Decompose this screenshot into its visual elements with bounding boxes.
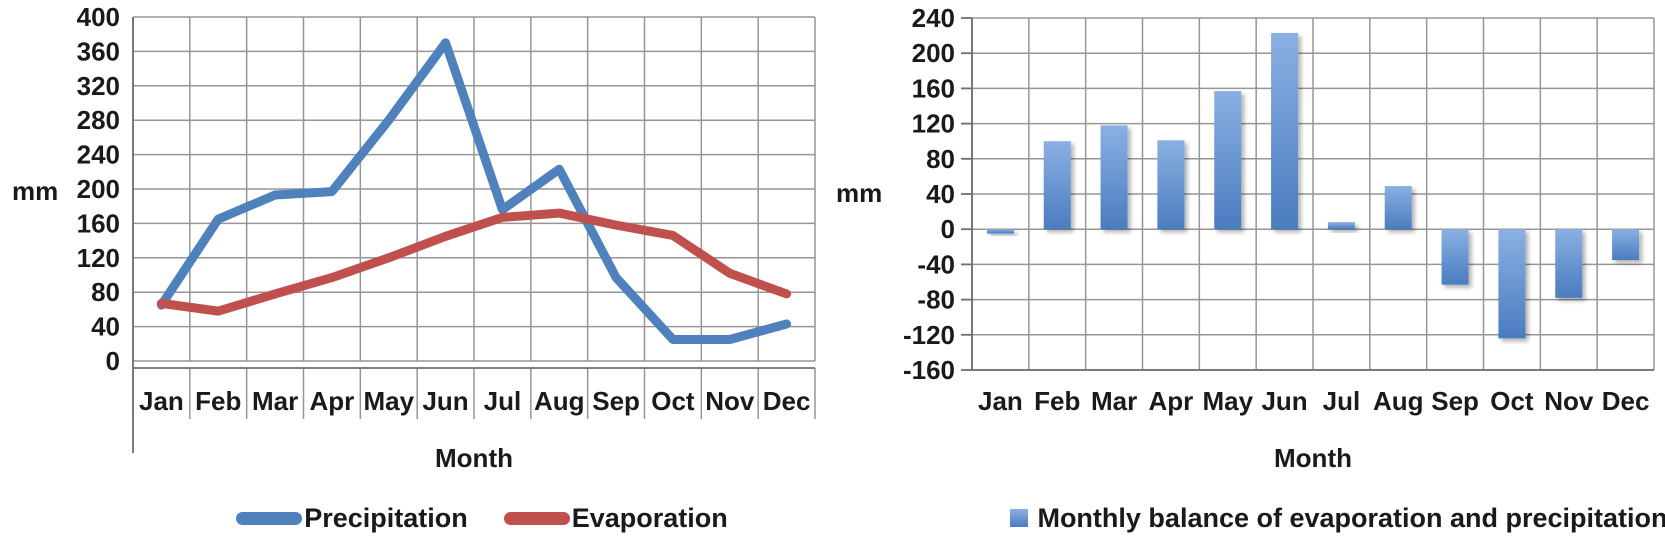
precipitation-line-series (156, 38, 792, 344)
month-label: Aug (1373, 386, 1424, 416)
line-chart-x-axis-title: Month (435, 443, 513, 473)
balance-bar (1555, 229, 1583, 298)
month-label: Jun (1261, 386, 1307, 416)
y-axis-tick-label: 200 (912, 38, 955, 68)
y-axis-tick-label: -120 (903, 320, 955, 350)
y-axis-tick-label: 280 (77, 105, 120, 135)
bar-chart-legend: Monthly balance of evaporation and preci… (998, 501, 1665, 535)
month-label: Nov (1544, 386, 1594, 416)
month-label: Mar (252, 386, 298, 416)
y-axis-tick-label: 120 (77, 243, 120, 273)
y-axis-tick-label: 40 (91, 312, 120, 342)
legend-item-evaporation: Evaporation (503, 502, 728, 534)
month-label: Oct (1490, 386, 1534, 416)
month-label: Jan (978, 386, 1023, 416)
y-axis-tick-label: 160 (77, 208, 120, 238)
y-axis-tick-label: 240 (77, 140, 120, 170)
evaporation-line-swatch-icon (503, 511, 570, 525)
line-chart-y-axis-title: mm (12, 176, 59, 206)
balance-legend-label: Monthly balance of evaporation and preci… (1037, 502, 1665, 533)
month-label: Sep (592, 386, 640, 416)
bar-chart: 240 200 160 120 80 40 0 -40 -80 -120 -160 Jan Feb Mar… (903, 3, 1655, 416)
month-label: May (1202, 386, 1253, 416)
month-label: Sep (1431, 386, 1479, 416)
balance-bar (1384, 186, 1412, 230)
precipitation-line-swatch-icon (236, 511, 303, 525)
precipitation-legend-label: Precipitation (304, 502, 468, 533)
month-label: Apr (1149, 386, 1194, 416)
y-axis-tick-label: 0 (941, 214, 955, 244)
balance-bar (1271, 32, 1299, 230)
legend-item-precipitation: Precipitation (236, 503, 468, 534)
legend-item-balance: Monthly balance of evaporation and preci… (1010, 503, 1665, 534)
month-label: Dec (1602, 386, 1650, 416)
y-axis-tick-label: -80 (917, 285, 955, 315)
month-label: Jun (422, 386, 468, 416)
balance-bar (1441, 229, 1469, 285)
balance-bar (1100, 125, 1128, 230)
month-label: Nov (705, 386, 755, 416)
month-label: Jul (1323, 386, 1361, 416)
y-axis-tick-label: 80 (91, 277, 120, 307)
month-label: Mar (1091, 386, 1137, 416)
evaporation-line-series (156, 208, 792, 316)
bar-chart-x-axis-title: Month (1274, 443, 1352, 473)
month-label: Dec (763, 386, 811, 416)
month-label: Feb (195, 386, 241, 416)
balance-bar (1157, 140, 1185, 230)
balance-bar (986, 229, 1014, 234)
balance-bar (1498, 229, 1526, 339)
line-chart-legend: Precipitation Evaporation (141, 501, 823, 535)
y-axis-tick-label: 80 (926, 144, 955, 174)
y-axis-tick-label: 400 (77, 2, 120, 32)
month-label: May (363, 386, 414, 416)
y-axis-tick-label: 120 (912, 109, 955, 139)
evaporation-legend-label: Evaporation (571, 502, 728, 533)
month-label: Aug (534, 386, 585, 416)
balance-bar (1214, 91, 1242, 230)
balance-bar (1043, 141, 1071, 230)
month-label: Feb (1034, 386, 1080, 416)
y-axis-tick-label: -40 (917, 249, 955, 279)
y-axis-tick-label: 40 (926, 179, 955, 209)
bar-chart-y-axis-title: mm (836, 178, 883, 208)
month-label: Apr (310, 386, 355, 416)
month-label: Jul (484, 386, 522, 416)
balance-bar (1612, 229, 1640, 260)
month-label: Oct (651, 386, 695, 416)
y-axis-tick-label: 160 (912, 73, 955, 103)
y-axis-tick-label: 240 (912, 3, 955, 33)
y-axis-tick-label: 200 (77, 174, 120, 204)
balance-bar-swatch-icon (1010, 509, 1029, 527)
y-axis-tick-label: -160 (903, 355, 955, 385)
y-axis-tick-label: 360 (77, 36, 120, 66)
balance-bar (1327, 222, 1355, 230)
month-label: Jan (139, 386, 184, 416)
y-axis-tick-label: 320 (77, 71, 120, 101)
y-axis-tick-label: 0 (106, 346, 120, 376)
